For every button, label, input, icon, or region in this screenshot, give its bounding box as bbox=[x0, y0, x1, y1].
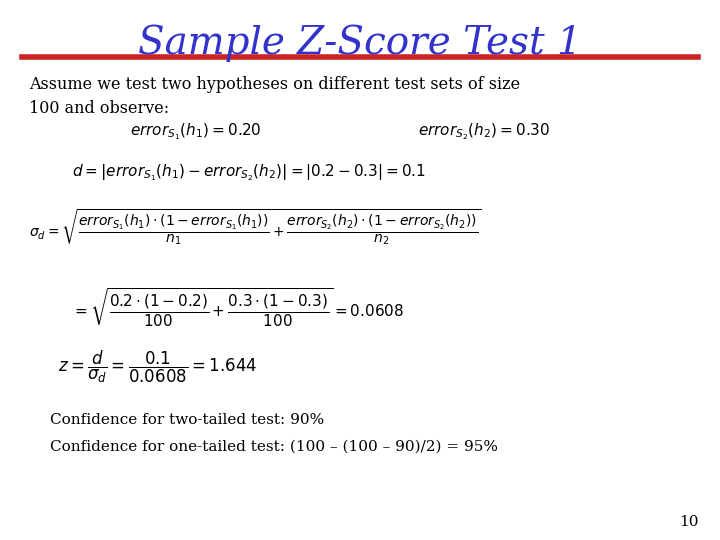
Text: Sample Z-Score Test 1: Sample Z-Score Test 1 bbox=[138, 24, 582, 62]
Text: 10: 10 bbox=[679, 515, 698, 529]
Text: Confidence for two-tailed test: 90%: Confidence for two-tailed test: 90% bbox=[50, 413, 325, 427]
Text: $\sigma_d = \sqrt{\dfrac{\mathit{error}_{S_1}(h_1)\cdot(1-\mathit{error}_{S_1}(h: $\sigma_d = \sqrt{\dfrac{\mathit{error}_… bbox=[29, 208, 482, 247]
Text: $d = \left|\mathit{error}_{S_1}(h_1) - \mathit{error}_{S_2}(h_2)\right| = |0.2 -: $d = \left|\mathit{error}_{S_1}(h_1) - \… bbox=[72, 162, 426, 183]
Text: $\mathit{error}_{S_1}(h_1) = 0.20$: $\mathit{error}_{S_1}(h_1) = 0.20$ bbox=[130, 122, 261, 142]
Text: $z = \dfrac{d}{\sigma_d} = \dfrac{0.1}{0.0608} = 1.644$: $z = \dfrac{d}{\sigma_d} = \dfrac{0.1}{0… bbox=[58, 348, 257, 384]
Text: $= \sqrt{\dfrac{0.2\cdot(1-0.2)}{100} + \dfrac{0.3\cdot(1-0.3)}{100}} = 0.0608$: $= \sqrt{\dfrac{0.2\cdot(1-0.2)}{100} + … bbox=[72, 286, 404, 329]
Text: Assume we test two hypotheses on different test sets of size
100 and observe:: Assume we test two hypotheses on differe… bbox=[29, 76, 520, 117]
Text: Confidence for one-tailed test: (100 – (100 – 90)/2) = 95%: Confidence for one-tailed test: (100 – (… bbox=[50, 440, 498, 454]
Text: $\mathit{error}_{S_2}(h_2) = 0.30$: $\mathit{error}_{S_2}(h_2) = 0.30$ bbox=[418, 122, 550, 142]
